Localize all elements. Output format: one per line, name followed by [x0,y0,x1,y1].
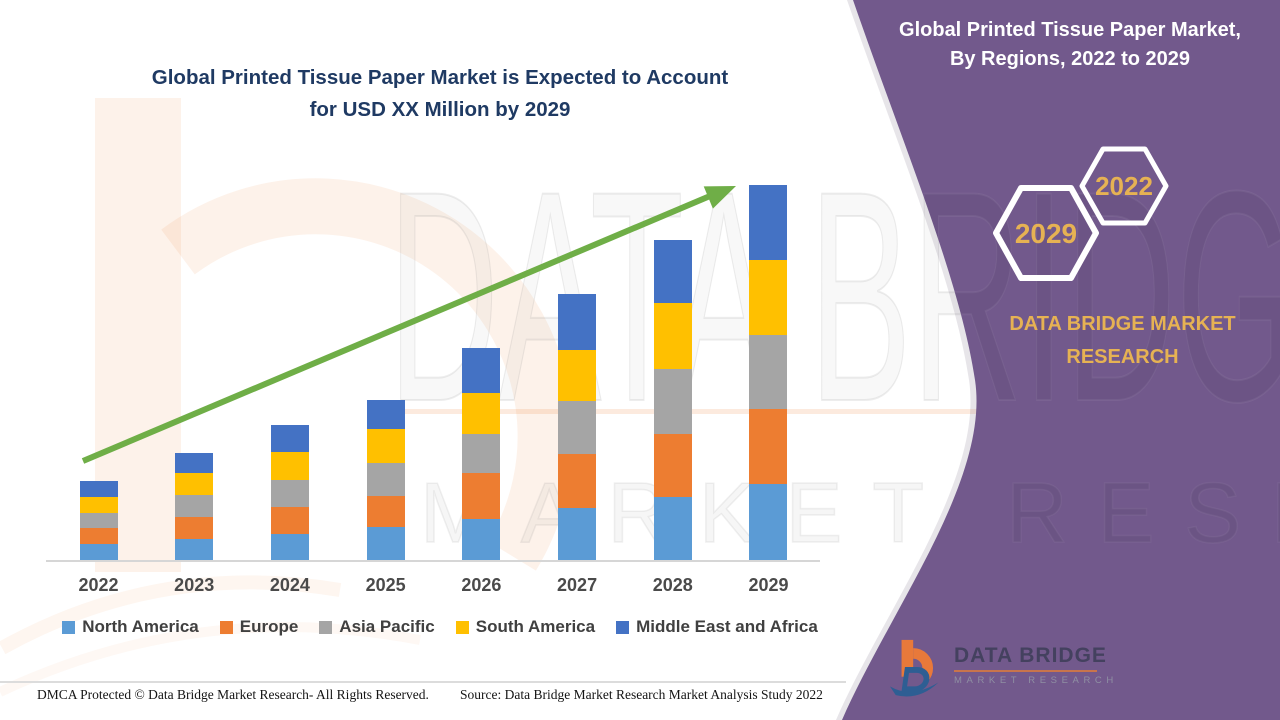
x-axis-label: 2023 [174,575,215,595]
chart-title: Global Printed Tissue Paper Market is Ex… [70,62,810,126]
bar-segment [462,519,501,561]
footer-divider [0,681,846,683]
x-axis-label: 2024 [269,575,310,595]
logo-underline [954,670,1097,672]
bar-segment [175,495,214,517]
legend-label: North America [82,617,199,636]
legend-label: Europe [239,617,299,636]
brand-text-line1: DATA BRIDGE MARKET [1009,313,1236,335]
bar-segment [366,527,405,561]
databridge-logo-icon [889,639,939,697]
bar-segment [366,463,405,496]
panel-title: Global Printed Tissue Paper Market, By R… [872,16,1268,74]
bar-segment [175,473,214,495]
legend-item: Europe [219,617,299,637]
bar-segment [79,481,118,497]
bar-segment [749,260,788,335]
chart-title-line1: Global Printed Tissue Paper Market is Ex… [151,66,729,89]
bar-segment [749,484,788,561]
bar-segment [749,335,788,409]
chart-legend: North America Europe Asia Pacific South Ame… [40,617,840,637]
x-axis-label: 2028 [652,575,693,595]
legend-swatch-icon [455,620,469,634]
bar-segment [175,539,214,561]
x-axis-label: 2026 [461,575,502,595]
x-axis-label: 2029 [748,575,789,595]
legend-item: Asia Pacific [319,617,435,637]
bar-segment [175,517,214,539]
bar-segment [462,473,501,519]
databridge-logo: DATA BRIDGE MARKET RESEARCH [888,634,1118,702]
legend-item: Middle East and Africa [616,617,818,637]
bar-segment [749,409,788,484]
x-axis-label: 2022 [78,575,119,595]
bar-segment [270,507,309,534]
legend-swatch-icon [62,620,76,634]
logo-name: DATA BRIDGE [954,644,1107,667]
brand-text-line2: RESEARCH [1066,346,1179,368]
bar-segment [79,497,118,513]
bar-segment [749,185,788,260]
bar-segment [79,513,118,528]
bar-segment [366,496,405,527]
legend-swatch-icon [616,620,630,634]
stacked-bar-2022 [79,481,118,561]
legend-swatch-icon [319,620,333,634]
bar-segment [270,534,309,561]
legend-label: South America [475,617,596,636]
panel-title-line2: By Regions, 2022 to 2029 [949,48,1191,70]
dmca-notice: DMCA Protected © Data Bridge Market Rese… [37,687,429,702]
logo-tagline: MARKET RESEARCH [954,675,1118,686]
bar-segment [558,508,597,561]
brand-text: DATA BRIDGE MARKET RESEARCH [955,308,1280,374]
bar-segment [79,544,118,561]
x-axis-label: 2025 [365,575,406,595]
legend-label: Asia Pacific [339,617,435,636]
legend-item: South America [455,617,596,637]
legend-label: Middle East and Africa [636,617,818,636]
chart-title-line2: for USD XX Million by 2029 [309,98,571,121]
x-axis-label: 2027 [557,575,598,595]
panel-title-line1: Global Printed Tissue Paper Market, [899,19,1241,41]
stacked-bar-2029 [749,185,788,561]
legend-item: North America [62,617,199,637]
bar-segment [270,480,309,507]
legend-swatch-icon [219,620,233,634]
bar-segment [653,497,692,561]
bar-segment [79,528,118,544]
source-note: Source: Data Bridge Market Research Mark… [460,687,823,702]
x-axis-line [46,560,820,562]
